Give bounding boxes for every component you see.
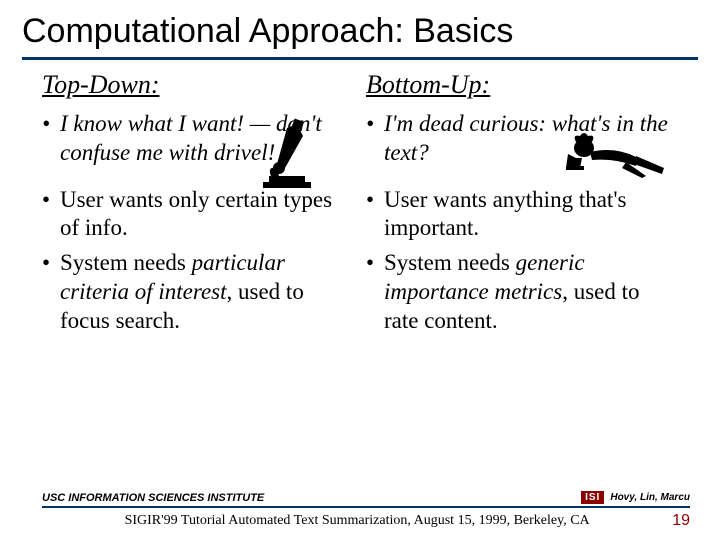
content-area: Top-Down: I know what I want! — don't co… xyxy=(0,60,720,353)
footer-authors-wrap: ISI Hovy, Lin, Marcu xyxy=(581,491,690,504)
footer-underline xyxy=(42,506,690,508)
footer: USC INFORMATION SCIENCES INSTITUTE ISI Ho… xyxy=(0,491,720,530)
page-number: 19 xyxy=(672,512,690,530)
right-header: Bottom-Up: xyxy=(366,70,670,100)
footer-bottom: SIGIR'99 Tutorial Automated Text Summari… xyxy=(0,512,720,530)
left-quote-block: I know what I want! — don't confuse me w… xyxy=(42,110,346,168)
right-column: Bottom-Up: I'm dead curious: what's in t… xyxy=(366,70,690,353)
right-bullets: User wants anything that's important. Sy… xyxy=(366,186,670,336)
right-bullet-1: User wants anything that's important. xyxy=(366,186,670,244)
microscope-icon xyxy=(257,118,317,190)
left-column: Top-Down: I know what I want! — don't co… xyxy=(42,70,366,353)
footer-center: SIGIR'99 Tutorial Automated Text Summari… xyxy=(42,513,672,529)
left-bullets: User wants only certain types of info. S… xyxy=(42,186,346,336)
reader-icon xyxy=(566,128,666,178)
left-bullet-1: User wants only certain types of info. xyxy=(42,186,346,244)
left-bullet-2: System needs particular criteria of inte… xyxy=(42,249,346,335)
footer-top: USC INFORMATION SCIENCES INSTITUTE ISI Ho… xyxy=(0,491,720,504)
left-header: Top-Down: xyxy=(42,70,346,100)
right-bullet-2: System needs generic importance metrics,… xyxy=(366,249,670,335)
slide-title: Computational Approach: Basics xyxy=(0,0,720,57)
right-quote-block: I'm dead curious: what's in the text? xyxy=(366,110,670,168)
isi-badge: ISI xyxy=(581,491,604,504)
footer-authors: Hovy, Lin, Marcu xyxy=(610,492,690,503)
footer-institute: USC INFORMATION SCIENCES INSTITUTE xyxy=(42,492,581,504)
